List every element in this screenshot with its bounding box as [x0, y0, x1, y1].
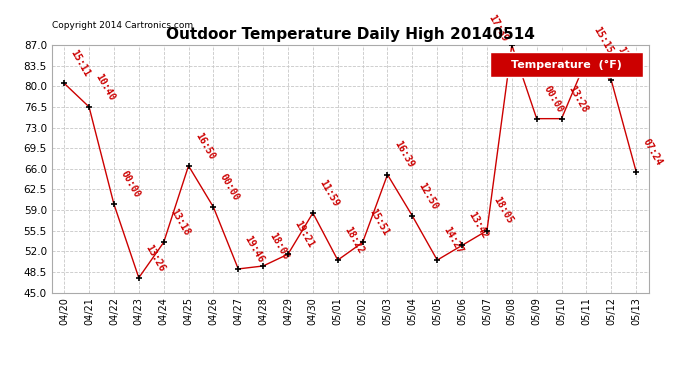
Text: 13:18: 13:18: [168, 207, 192, 238]
Text: 00:00: 00:00: [119, 169, 141, 200]
Text: 18:22: 18:22: [342, 225, 366, 255]
Text: 15:51: 15:51: [367, 207, 391, 238]
Text: 19:46: 19:46: [243, 234, 266, 264]
Text: 16:39: 16:39: [392, 140, 415, 170]
Text: 00:00: 00:00: [218, 172, 241, 202]
Text: 16:50: 16:50: [193, 130, 217, 161]
Text: 18:08: 18:08: [268, 231, 291, 261]
Text: 13:42: 13:42: [466, 210, 490, 241]
Text: 10:40: 10:40: [94, 72, 117, 102]
Text: Copyright 2014 Cartronics.com: Copyright 2014 Cartronics.com: [52, 21, 193, 30]
Text: 12:21: 12:21: [615, 45, 639, 76]
Text: 12:50: 12:50: [417, 181, 440, 211]
Text: 11:59: 11:59: [317, 178, 341, 208]
FancyBboxPatch shape: [491, 53, 642, 77]
Text: 07:24: 07:24: [640, 136, 664, 167]
Text: 15:11: 15:11: [69, 48, 92, 79]
Text: 00:00: 00:00: [541, 84, 564, 114]
Text: 15:15: 15:15: [591, 25, 614, 55]
Text: 14:27: 14:27: [442, 225, 465, 255]
Title: Outdoor Temperature Daily High 20140514: Outdoor Temperature Daily High 20140514: [166, 27, 535, 42]
Text: 13:28: 13:28: [566, 84, 589, 114]
Text: 19:21: 19:21: [293, 219, 316, 249]
Text: 17:39: 17:39: [486, 13, 509, 43]
Text: 13:26: 13:26: [144, 243, 166, 273]
Text: 18:05: 18:05: [491, 195, 515, 226]
Text: Temperature  (°F): Temperature (°F): [511, 60, 622, 70]
